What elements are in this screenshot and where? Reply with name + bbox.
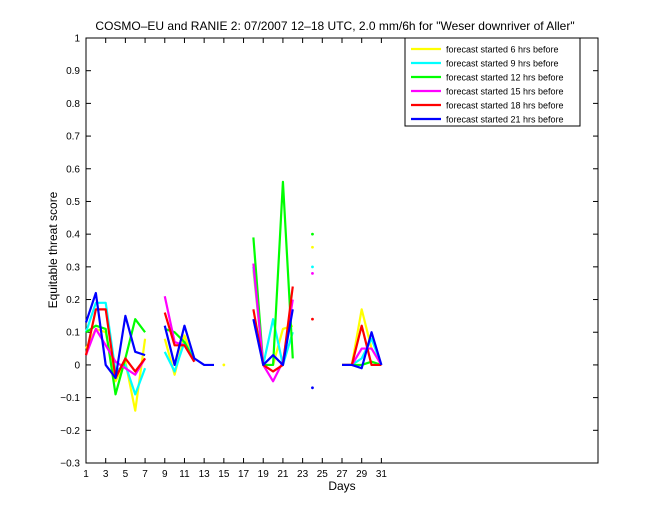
y-tick-label: 0.6 xyxy=(66,164,80,175)
chart-title: COSMO–EU and RANIE 2: 07/2007 12–18 UTC,… xyxy=(95,19,574,33)
data-point xyxy=(311,232,314,236)
legend-label-1: forecast started 9 hrs before xyxy=(446,59,559,69)
x-tick-label: 1 xyxy=(83,469,89,480)
y-tick-label: −0.1 xyxy=(60,393,80,404)
axis-ticks: 1 3 5 7 9 11 13 15 17 19 21 23 25 27 29 31−0.3−0.2−0.10… xyxy=(60,34,598,480)
data-point xyxy=(311,386,314,390)
x-tick-label: 23 xyxy=(297,469,309,480)
y-tick-label: 0 xyxy=(74,360,80,371)
x-tick-label: 3 xyxy=(103,469,109,480)
legend: forecast started 6 hrs before forecast st… xyxy=(404,37,581,127)
x-tick-label: 25 xyxy=(317,469,329,480)
y-tick-label: 0.2 xyxy=(66,295,80,306)
legend-label-0: forecast started 6 hrs before xyxy=(446,45,559,55)
x-axis-label: Days xyxy=(328,479,355,493)
y-axis-label: Equitable threat score xyxy=(46,191,60,308)
x-tick-label: 17 xyxy=(238,469,250,480)
y-tick-label: 0.8 xyxy=(66,99,80,110)
x-tick-label: 11 xyxy=(179,469,190,480)
x-tick-label: 9 xyxy=(162,469,168,480)
x-tick-label: 27 xyxy=(336,469,348,480)
y-tick-label: 1 xyxy=(74,34,80,45)
x-tick-label: 13 xyxy=(199,469,211,480)
y-tick-label: 0.5 xyxy=(66,197,80,208)
series-points xyxy=(85,181,382,411)
legend-label-5: forecast started 21 hrs before xyxy=(446,115,564,125)
x-tick-label: 31 xyxy=(376,469,388,480)
x-tick-label: 19 xyxy=(258,469,270,480)
y-tick-label: 0.9 xyxy=(66,66,80,77)
data-point xyxy=(222,363,226,367)
x-tick-label: 7 xyxy=(142,469,148,480)
data-point xyxy=(311,271,314,275)
data-point xyxy=(311,265,314,269)
legend-box xyxy=(404,37,581,127)
x-tick-label: 15 xyxy=(218,469,230,480)
x-tick-label: 21 xyxy=(277,469,289,480)
y-tick-label: −0.2 xyxy=(60,426,80,437)
data-point xyxy=(311,317,314,321)
data-point xyxy=(311,245,314,249)
x-tick-label: 29 xyxy=(356,469,368,480)
y-tick-label: 0.4 xyxy=(66,230,80,241)
legend-label-3: forecast started 15 hrs before xyxy=(446,87,564,97)
legend-label-4: forecast started 18 hrs before xyxy=(446,101,564,111)
y-tick-label: −0.3 xyxy=(60,459,80,470)
x-tick-label: 5 xyxy=(123,469,129,480)
y-tick-label: 0.7 xyxy=(66,132,80,143)
y-tick-label: 0.1 xyxy=(66,328,80,339)
series-line-5 xyxy=(163,324,214,367)
legend-label-2: forecast started 12 hrs before xyxy=(446,73,564,83)
y-tick-label: 0.3 xyxy=(66,262,80,273)
